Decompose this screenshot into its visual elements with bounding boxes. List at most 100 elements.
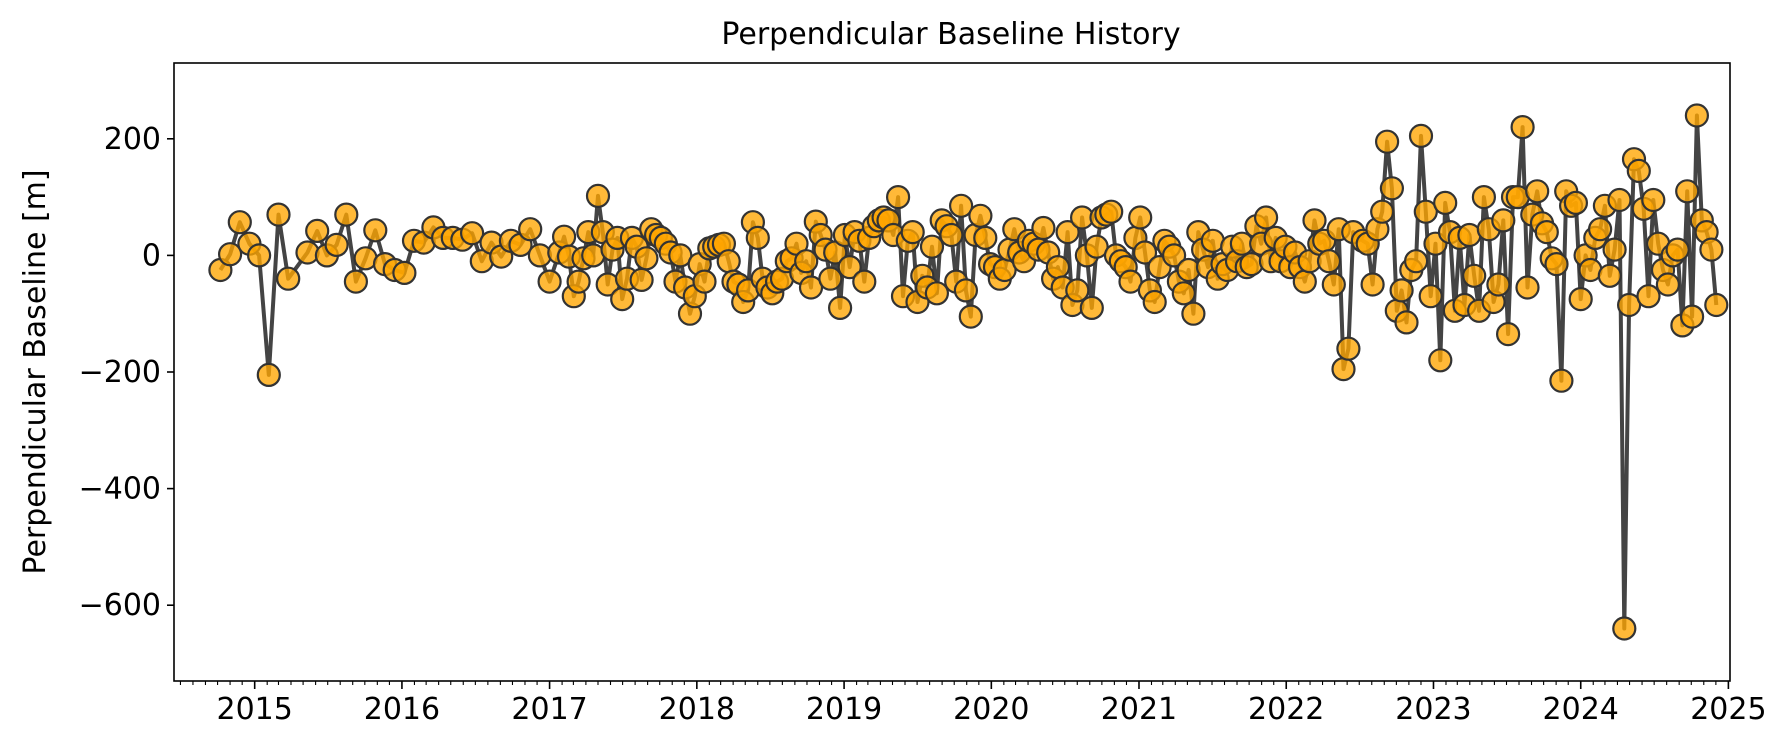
data-point xyxy=(1510,114,1535,140)
data-point xyxy=(919,234,945,259)
data-point xyxy=(900,220,925,245)
x-tick-label: 2025 xyxy=(1690,692,1766,727)
data-point xyxy=(837,255,862,280)
y-tick-label: 200 xyxy=(104,122,161,157)
data-point xyxy=(1302,208,1327,233)
data-point xyxy=(1684,103,1710,128)
data-point xyxy=(1403,249,1429,274)
data-point xyxy=(1360,272,1385,297)
data-point xyxy=(885,185,911,210)
data-point xyxy=(745,225,770,250)
data-point xyxy=(585,183,611,208)
data-point xyxy=(1549,368,1574,393)
data-point xyxy=(1704,292,1729,318)
data-point xyxy=(924,281,950,306)
data-point xyxy=(1602,237,1627,262)
data-point xyxy=(1568,287,1593,312)
data-point xyxy=(256,362,281,387)
data-point xyxy=(305,218,330,243)
x-tick-label: 2016 xyxy=(364,692,440,727)
data-point xyxy=(1665,237,1690,262)
data-point xyxy=(1394,310,1419,335)
x-tick-label: 2019 xyxy=(806,692,882,727)
data-point xyxy=(1408,123,1434,148)
data-point xyxy=(953,278,979,303)
data-point xyxy=(334,202,359,227)
data-point xyxy=(363,218,388,243)
data-point xyxy=(1413,199,1438,224)
data-point xyxy=(1316,249,1342,274)
data-point xyxy=(1118,269,1143,294)
data-point xyxy=(1486,272,1511,297)
data-point xyxy=(1607,187,1632,213)
y-tick-label: −400 xyxy=(79,472,161,507)
data-point xyxy=(266,202,291,227)
data-point xyxy=(1544,252,1569,277)
x-tick-label: 2020 xyxy=(953,692,1029,727)
data-point xyxy=(1336,336,1361,361)
y-tick-label: 0 xyxy=(142,238,161,273)
data-point xyxy=(1389,278,1414,303)
data-point xyxy=(1099,199,1124,224)
data-point xyxy=(1612,616,1637,641)
data-point xyxy=(794,249,819,274)
data-point xyxy=(798,275,824,300)
x-tick-label: 2023 xyxy=(1395,692,1471,727)
data-point xyxy=(1495,322,1521,347)
data-point xyxy=(948,193,974,218)
data-point xyxy=(852,269,877,294)
data-point xyxy=(1181,301,1206,326)
data-point xyxy=(634,246,659,271)
data-point xyxy=(1321,272,1346,297)
axes-frame xyxy=(173,62,1731,682)
data-point xyxy=(1587,217,1613,242)
axes: 200 0 −200 −400 −600 2015 2016 2017 2018 2019 2020… xyxy=(79,62,1767,727)
chart-title: Perpendicular Baseline History xyxy=(721,17,1180,52)
data-point xyxy=(1525,179,1550,204)
data-point xyxy=(716,249,741,274)
data-point xyxy=(1142,289,1167,315)
y-tick-label: −200 xyxy=(79,355,161,390)
data-point xyxy=(1626,158,1651,183)
data-point xyxy=(1055,220,1080,245)
data-point xyxy=(1161,243,1187,268)
x-tick-label: 2017 xyxy=(511,692,587,727)
data-point xyxy=(247,243,272,268)
data-point xyxy=(1428,348,1453,373)
data-point xyxy=(1292,269,1317,294)
data-point xyxy=(1471,185,1497,210)
data-point xyxy=(1065,278,1090,303)
data-point xyxy=(460,221,485,246)
data-point xyxy=(1079,295,1104,320)
data-point xyxy=(218,242,243,267)
data-point xyxy=(1253,205,1279,230)
data-point xyxy=(324,232,349,257)
data-point xyxy=(1675,179,1700,204)
data-point xyxy=(1563,190,1589,215)
data-point xyxy=(1699,237,1724,262)
data-point xyxy=(1171,281,1196,306)
data-point xyxy=(227,210,252,235)
y-axis-label: Perpendicular Baseline [m] xyxy=(18,169,53,574)
data-point xyxy=(958,304,983,329)
data-point xyxy=(1616,292,1642,318)
data-point xyxy=(1433,190,1458,215)
data-point xyxy=(1331,357,1356,382)
data-point xyxy=(1374,129,1400,154)
data-point xyxy=(1462,263,1487,288)
data-point xyxy=(1597,263,1622,288)
data-point xyxy=(551,224,577,249)
x-tick-label: 2021 xyxy=(1101,692,1177,727)
data-point xyxy=(518,217,543,242)
data-point xyxy=(537,269,562,294)
data-point xyxy=(610,287,635,312)
data-point xyxy=(1636,284,1661,309)
data-point xyxy=(276,266,301,291)
data-point xyxy=(1132,240,1158,265)
data-point xyxy=(939,222,964,248)
plot-area xyxy=(208,103,1729,641)
data-point xyxy=(818,266,843,291)
data-point xyxy=(629,267,654,292)
y-tick-label: −600 xyxy=(79,588,161,623)
data-point xyxy=(827,295,853,320)
